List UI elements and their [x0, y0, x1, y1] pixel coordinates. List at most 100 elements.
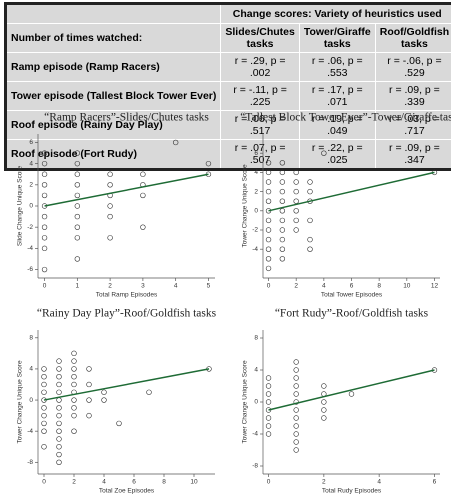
point	[307, 179, 313, 185]
point	[71, 358, 77, 364]
chart-title: “Ramp Racers”-Slides/Chutes tasks	[44, 112, 209, 124]
y-axis-label: Slide Change Unique Score	[17, 166, 24, 247]
point	[107, 203, 113, 209]
point	[293, 431, 299, 437]
y-axis-label: Tower Change Unique Score	[242, 164, 249, 247]
y-tick-label: 6	[29, 139, 33, 146]
x-tick-label: 10	[190, 479, 198, 486]
column-header-row: Number of times watched: Slides/Chutes t…	[4, 23, 451, 53]
y-tick-label: -8	[27, 459, 33, 466]
point	[86, 412, 92, 419]
point	[56, 451, 62, 458]
point	[321, 399, 327, 405]
point	[279, 160, 286, 166]
chart-title: “Rainy Day Play”-Roof/Goldfish tasks	[37, 308, 217, 320]
point	[71, 366, 77, 372]
chart-title: “Tallest Block Tower Ever”-Tower/Giraffe…	[240, 112, 451, 124]
y-tick-label: -4	[252, 431, 258, 438]
x-tick-label: 0	[267, 479, 271, 486]
point	[56, 436, 62, 442]
x-tick-label: 6	[350, 283, 354, 290]
point	[265, 198, 272, 204]
point	[279, 179, 286, 185]
point	[265, 217, 272, 224]
y-tick-label: 2	[254, 188, 258, 195]
point	[71, 397, 77, 403]
table-row: Tower episode (Tallest Block Tower Ever)…	[4, 81, 451, 111]
point	[56, 366, 62, 372]
point	[265, 256, 272, 262]
y-axis-label: Tower Change Unique Score	[242, 360, 249, 443]
y-tick-label: 0	[29, 397, 33, 404]
point	[293, 439, 299, 445]
point	[41, 192, 48, 199]
column-header: Slides/Chutes tasks	[220, 23, 300, 53]
point	[74, 150, 81, 156]
x-tick-label: 4	[174, 283, 178, 290]
point	[321, 415, 327, 421]
fit-line	[44, 173, 209, 207]
y-tick-label: 0	[254, 208, 258, 215]
point	[321, 150, 327, 156]
point	[74, 182, 81, 188]
point	[74, 256, 81, 262]
point	[71, 381, 77, 388]
point	[279, 169, 286, 176]
point	[74, 213, 81, 220]
point	[293, 179, 299, 185]
fit-line	[43, 368, 210, 401]
point	[293, 407, 299, 413]
chart-panel: “Rainy Day Play”-Roof/Goldfish tasks 0 2 4 6…	[17, 308, 217, 495]
point	[279, 256, 286, 262]
cell: r = .29, p = .002	[220, 52, 300, 82]
x-tick-label: 6	[433, 479, 437, 486]
x-axis-label: Total Tower Episodes	[321, 292, 383, 299]
point	[265, 415, 272, 421]
point	[74, 224, 81, 230]
point	[71, 350, 77, 357]
y-tick-label: 4	[29, 160, 33, 167]
cell: r = .09, p = .347	[374, 139, 451, 170]
header-group: Change scores: Variety of heuristics use…	[220, 3, 451, 24]
point	[116, 420, 122, 427]
point	[307, 236, 313, 243]
cell: r = .09, p = .339	[374, 81, 451, 111]
point	[86, 366, 92, 372]
x-tick-label: 8	[162, 479, 166, 486]
corner	[4, 3, 222, 24]
point	[140, 192, 146, 199]
y-tick-label: -4	[27, 428, 33, 435]
fit-line	[268, 171, 435, 212]
point	[56, 374, 62, 380]
point	[348, 391, 355, 397]
table-row: Ramp episode (Ramp Racers) r = .29, p = .…	[4, 52, 451, 82]
point	[41, 444, 47, 450]
cell: r = .06, p = .517	[220, 110, 300, 140]
row-label: Roof episode (Fort Rudy)	[4, 139, 222, 170]
point	[41, 389, 47, 395]
point	[56, 412, 62, 419]
point	[71, 412, 77, 419]
x-tick-label: 6	[132, 479, 136, 486]
point	[107, 182, 113, 188]
chart-panel: “Tallest Block Tower Ever”-Tower/Giraffe…	[240, 112, 451, 299]
x-tick-label: 0	[43, 283, 47, 290]
point	[74, 203, 81, 209]
point	[307, 246, 313, 252]
point	[265, 375, 272, 381]
point	[293, 208, 299, 214]
point	[41, 235, 48, 241]
x-tick-label: 8	[377, 283, 381, 290]
x-axis-label: Total Ramp Episodes	[96, 292, 158, 299]
point	[41, 381, 47, 388]
point	[56, 358, 62, 364]
point	[265, 188, 272, 195]
x-axis-label: Total Zoe Episodes	[99, 488, 155, 495]
point	[41, 428, 47, 434]
point	[321, 383, 327, 389]
point	[56, 420, 62, 427]
point	[41, 405, 47, 411]
point	[74, 192, 81, 199]
point	[41, 171, 48, 177]
